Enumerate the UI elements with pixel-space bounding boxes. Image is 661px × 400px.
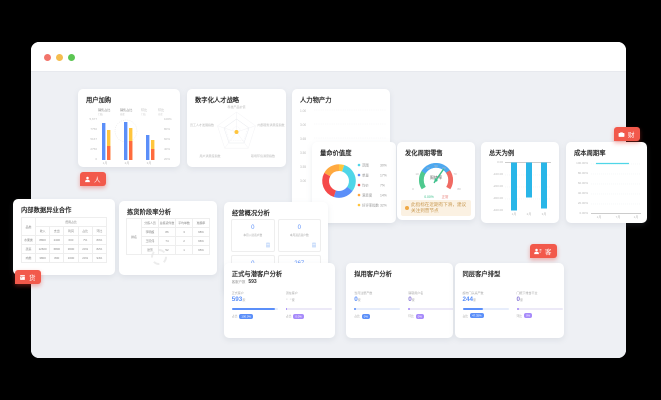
- svg-text:1月: 1月: [103, 161, 108, 165]
- svg-text:用户满意度指数: 用户满意度指数: [199, 153, 220, 158]
- svg-text:好评率指数: 好评率指数: [362, 203, 380, 208]
- svg-text:60%: 60%: [164, 137, 170, 141]
- svg-text:销售占比: 销售占比: [120, 107, 132, 112]
- svg-text:内部服务满意度指数: 内部服务满意度指数: [257, 122, 284, 127]
- svg-text:环比: 环比: [158, 107, 164, 112]
- svg-text:0.00: 0.00: [497, 160, 503, 164]
- svg-text:单量: 单量: [362, 173, 369, 178]
- svg-text:职场环境满意指数: 职场环境满意指数: [251, 153, 275, 158]
- svg-text:70: 70: [453, 172, 457, 176]
- svg-text:0: 0: [95, 157, 97, 161]
- svg-text:仓库: 仓库: [120, 112, 125, 116]
- svg-text:17%: 17%: [380, 174, 387, 178]
- svg-text:满意度: 满意度: [362, 193, 373, 198]
- svg-text:3.00: 3.00: [300, 123, 306, 127]
- svg-text:门店: 门店: [98, 112, 103, 116]
- svg-text:1月: 1月: [597, 215, 602, 219]
- svg-text:80.00%: 80.00%: [578, 171, 589, 175]
- svg-text:员工人才发展指数: 员工人才发展指数: [190, 122, 214, 127]
- svg-text:环比: 环比: [141, 107, 147, 112]
- svg-text:80%: 80%: [164, 127, 170, 131]
- svg-text:2月: 2月: [125, 161, 130, 165]
- svg-text:100%: 100%: [164, 117, 172, 121]
- svg-text:科技产品价值: 科技产品价值: [227, 104, 245, 109]
- svg-text:80: 80: [457, 187, 461, 191]
- svg-text:0: 0: [412, 187, 414, 191]
- svg-text:100.00%: 100.00%: [576, 161, 588, 165]
- svg-text:20%: 20%: [164, 157, 170, 161]
- svg-text:0.00%: 0.00%: [424, 195, 434, 199]
- svg-text:2月: 2月: [527, 212, 532, 216]
- svg-text:3月: 3月: [542, 212, 547, 216]
- svg-text:40.00%: 40.00%: [578, 191, 589, 195]
- svg-text:范围: 范围: [362, 163, 369, 168]
- svg-text:-300.00: -300.00: [493, 196, 504, 200]
- svg-text:1月: 1月: [512, 212, 517, 216]
- svg-text:40: 40: [426, 166, 430, 170]
- svg-text:3.50: 3.50: [300, 151, 306, 155]
- svg-text:仓库: 仓库: [158, 112, 163, 116]
- svg-text:10: 10: [415, 172, 419, 176]
- svg-text:2750: 2750: [90, 147, 97, 151]
- svg-text:3月: 3月: [147, 161, 152, 165]
- svg-text:7%: 7%: [380, 184, 385, 188]
- svg-text:0.00%: 0.00%: [579, 211, 588, 215]
- svg-text:正常: 正常: [442, 194, 449, 199]
- svg-text:7750: 7750: [90, 127, 97, 131]
- svg-text:1.00: 1.00: [300, 109, 306, 113]
- svg-text:7月: 7月: [616, 215, 621, 219]
- svg-text:20.00%: 20.00%: [578, 201, 589, 205]
- svg-text:60.00%: 60.00%: [578, 181, 589, 185]
- svg-text:3.55: 3.55: [300, 165, 306, 169]
- svg-text:3.00: 3.00: [300, 179, 306, 183]
- svg-text:-200.00: -200.00: [493, 184, 504, 188]
- svg-text:30%: 30%: [380, 164, 387, 168]
- svg-text:均价: 均价: [362, 183, 369, 188]
- svg-text:1月: 1月: [634, 215, 639, 219]
- svg-text:5167: 5167: [90, 137, 97, 141]
- svg-text:门店: 门店: [141, 112, 146, 116]
- svg-text:-100.00: -100.00: [493, 172, 504, 176]
- svg-text:5,677: 5,677: [89, 117, 97, 121]
- svg-text:-400.00: -400.00: [493, 208, 504, 212]
- svg-text:40%: 40%: [164, 147, 170, 151]
- svg-text:3.65: 3.65: [300, 137, 306, 141]
- svg-text:50: 50: [434, 164, 438, 168]
- svg-text:32%: 32%: [380, 204, 387, 208]
- svg-text:14%: 14%: [380, 194, 387, 198]
- svg-text:销售占比: 销售占比: [98, 107, 110, 112]
